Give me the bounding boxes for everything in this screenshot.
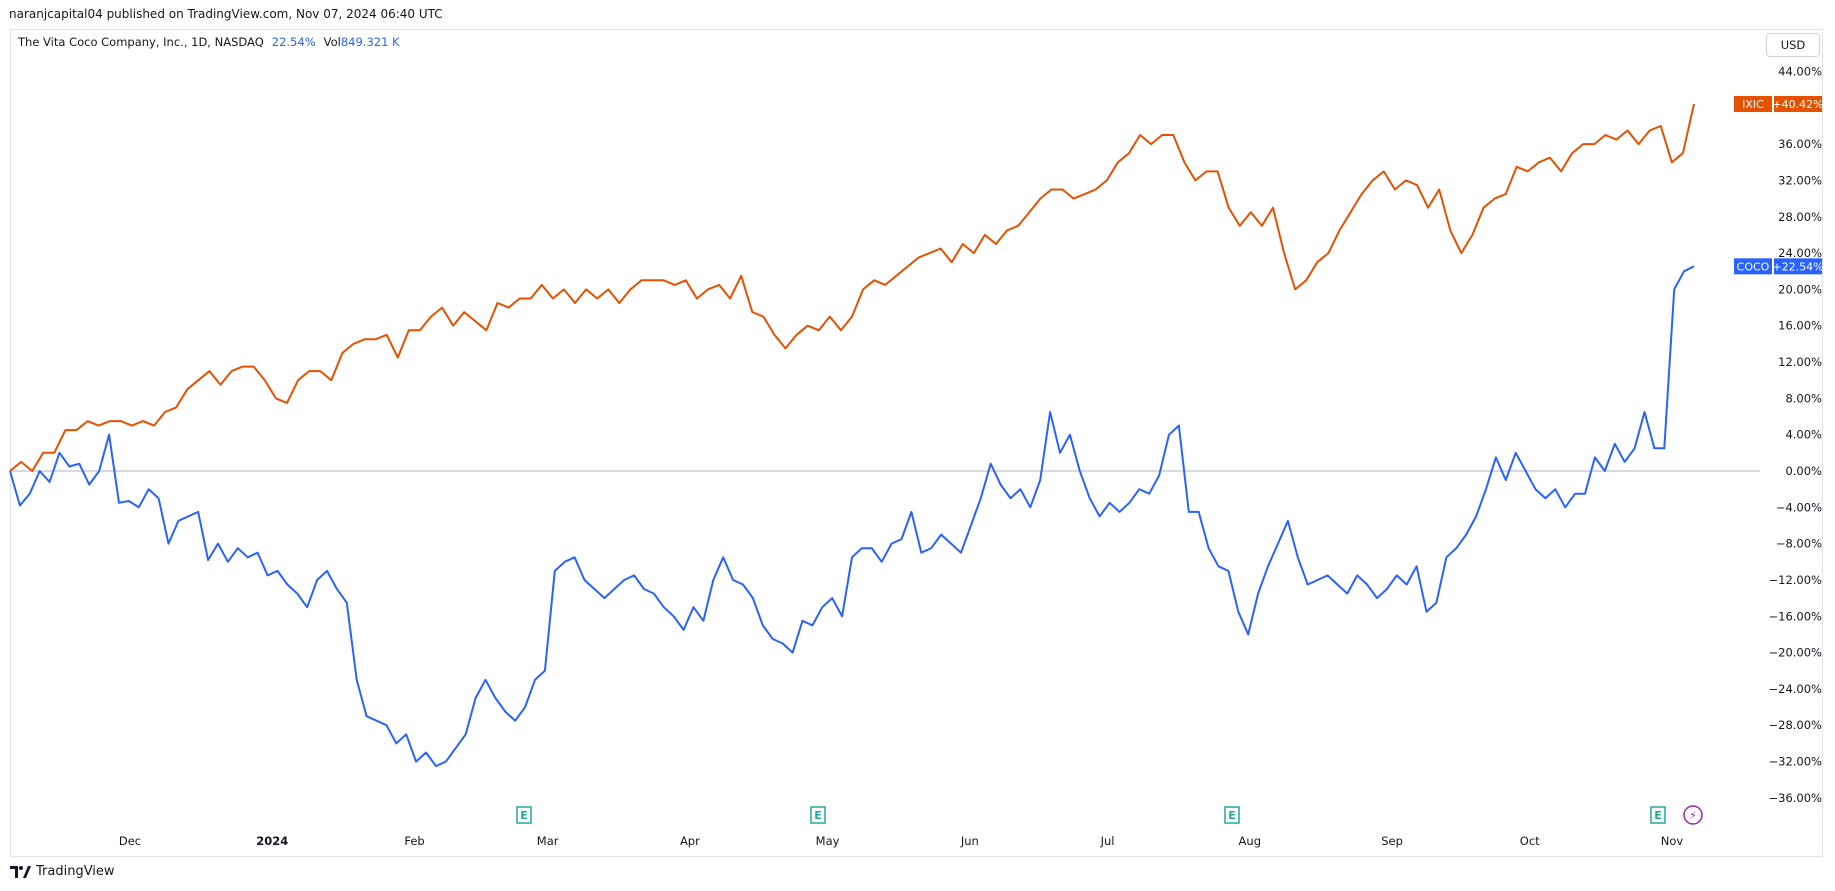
earnings-event-icon[interactable]: E bbox=[810, 806, 826, 824]
legend-symbol[interactable]: The Vita Coco Company, Inc., 1D, NASDAQ bbox=[18, 35, 264, 49]
series-line-coco bbox=[9, 265, 1695, 768]
event-marker-label: E bbox=[814, 809, 822, 822]
y-tick-label: 36.00% bbox=[1778, 137, 1822, 151]
y-tick-label: −8.00% bbox=[1776, 537, 1822, 551]
legend-vol-label: Vol bbox=[323, 35, 341, 49]
y-tick-label: 8.00% bbox=[1785, 391, 1822, 405]
y-tick-label: 16.00% bbox=[1778, 319, 1822, 333]
badge-value-label: +22.54% bbox=[1772, 260, 1823, 273]
event-marker-shape bbox=[516, 806, 532, 824]
y-tick-label: 44.00% bbox=[1778, 64, 1822, 78]
x-tick-label: 2024 bbox=[256, 834, 288, 848]
y-tick-label: −12.00% bbox=[1769, 573, 1823, 587]
x-tick-label: Nov bbox=[1661, 834, 1684, 848]
y-tick-label: −28.00% bbox=[1769, 718, 1823, 732]
event-marker-shape bbox=[1650, 806, 1666, 824]
x-tick-label: Jun bbox=[960, 834, 979, 848]
x-tick-label: Jul bbox=[1100, 834, 1115, 848]
series-line-ixic bbox=[9, 103, 1695, 472]
y-tick-label: −20.00% bbox=[1769, 646, 1823, 660]
earnings-event-icon[interactable]: E bbox=[1650, 806, 1666, 824]
earnings-event-icon[interactable]: E bbox=[516, 806, 532, 824]
y-tick-label: 32.00% bbox=[1778, 173, 1822, 187]
last-value-badge-ixic[interactable]: IXIC +40.42% bbox=[1734, 95, 1824, 112]
event-marker-label: E bbox=[520, 809, 528, 822]
legend-vol-value: 849.321 K bbox=[340, 35, 400, 49]
x-tick-label: Mar bbox=[537, 834, 559, 848]
tradingview-logo-icon bbox=[10, 865, 31, 878]
legend-change: 22.54% bbox=[271, 35, 316, 49]
tradingview-brand[interactable]: TradingView bbox=[10, 864, 115, 879]
x-tick-label: Oct bbox=[1520, 834, 1540, 848]
split-event-icon[interactable]: ⚡ bbox=[1683, 805, 1703, 825]
x-tick-label: Sep bbox=[1381, 834, 1403, 848]
tradingview-brand-label: TradingView bbox=[36, 864, 115, 879]
earnings-event-icon[interactable]: E bbox=[1224, 806, 1240, 824]
y-tick-label: 20.00% bbox=[1778, 282, 1822, 296]
y-tick-label: −4.00% bbox=[1776, 500, 1822, 514]
y-tick-label: −16.00% bbox=[1769, 609, 1823, 623]
y-tick-label: 28.00% bbox=[1778, 210, 1822, 224]
last-value-badge-coco[interactable]: COCO +22.54% bbox=[1734, 258, 1824, 275]
y-tick-label: −24.00% bbox=[1769, 682, 1823, 696]
y-tick-label: 0.00% bbox=[1785, 464, 1822, 478]
y-tick-label: 4.00% bbox=[1785, 428, 1822, 442]
x-tick-label: Apr bbox=[680, 834, 700, 848]
event-marker-label: E bbox=[1228, 809, 1236, 822]
y-tick-label: 24.00% bbox=[1778, 246, 1822, 260]
badge-value-bg bbox=[1774, 95, 1822, 112]
publish-info: naranjcapital04 published on TradingView… bbox=[9, 7, 443, 21]
x-tick-label: Dec bbox=[119, 834, 141, 848]
y-tick-label: −36.00% bbox=[1769, 791, 1823, 805]
badge-symbol-label: IXIC bbox=[1742, 98, 1764, 111]
chart-frame[interactable] bbox=[10, 29, 1823, 857]
x-tick-label: May bbox=[816, 834, 840, 848]
chart-legend: The Vita Coco Company, Inc., 1D, NASDAQ … bbox=[18, 35, 400, 49]
badge-symbol-bg bbox=[1734, 258, 1772, 275]
badge-value-label: +40.42% bbox=[1772, 98, 1823, 111]
badge-symbol-label: COCO bbox=[1737, 260, 1770, 273]
event-marker-label: ⚡ bbox=[1689, 809, 1697, 822]
y-tick-label: 12.00% bbox=[1778, 355, 1822, 369]
event-marker-label: E bbox=[1654, 809, 1662, 822]
x-tick-label: Feb bbox=[404, 834, 424, 848]
event-marker-shape bbox=[810, 806, 826, 824]
event-marker-shape bbox=[1224, 806, 1240, 824]
badge-symbol-bg bbox=[1734, 95, 1772, 112]
badge-value-bg bbox=[1774, 258, 1822, 275]
x-tick-label: Aug bbox=[1239, 834, 1261, 848]
y-tick-label: −32.00% bbox=[1769, 755, 1823, 769]
currency-button[interactable]: USD bbox=[1766, 33, 1820, 57]
event-marker-shape bbox=[1683, 805, 1703, 825]
